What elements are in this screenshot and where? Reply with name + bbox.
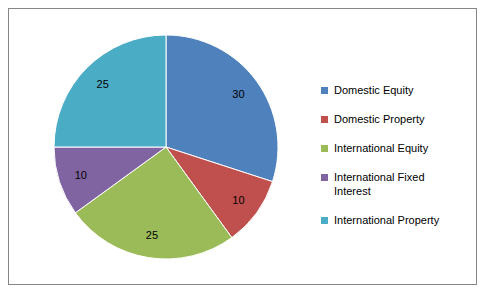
svg-text:10: 10 (232, 194, 244, 206)
html-text:Domestic Equity: Domestic Equity (334, 84, 414, 96)
html-text:International Property: International Property (334, 214, 440, 226)
html-text:Domestic Property: Domestic Property (334, 113, 425, 125)
html-text:International Fixed Interest: International Fixed Interest (334, 171, 425, 197)
svg-text:25: 25 (146, 229, 158, 241)
svg-text:10: 10 (75, 169, 87, 181)
svg-text:30: 30 (232, 88, 244, 100)
html-text:International Equity: International Equity (334, 142, 429, 154)
svg-text:25: 25 (97, 78, 109, 90)
